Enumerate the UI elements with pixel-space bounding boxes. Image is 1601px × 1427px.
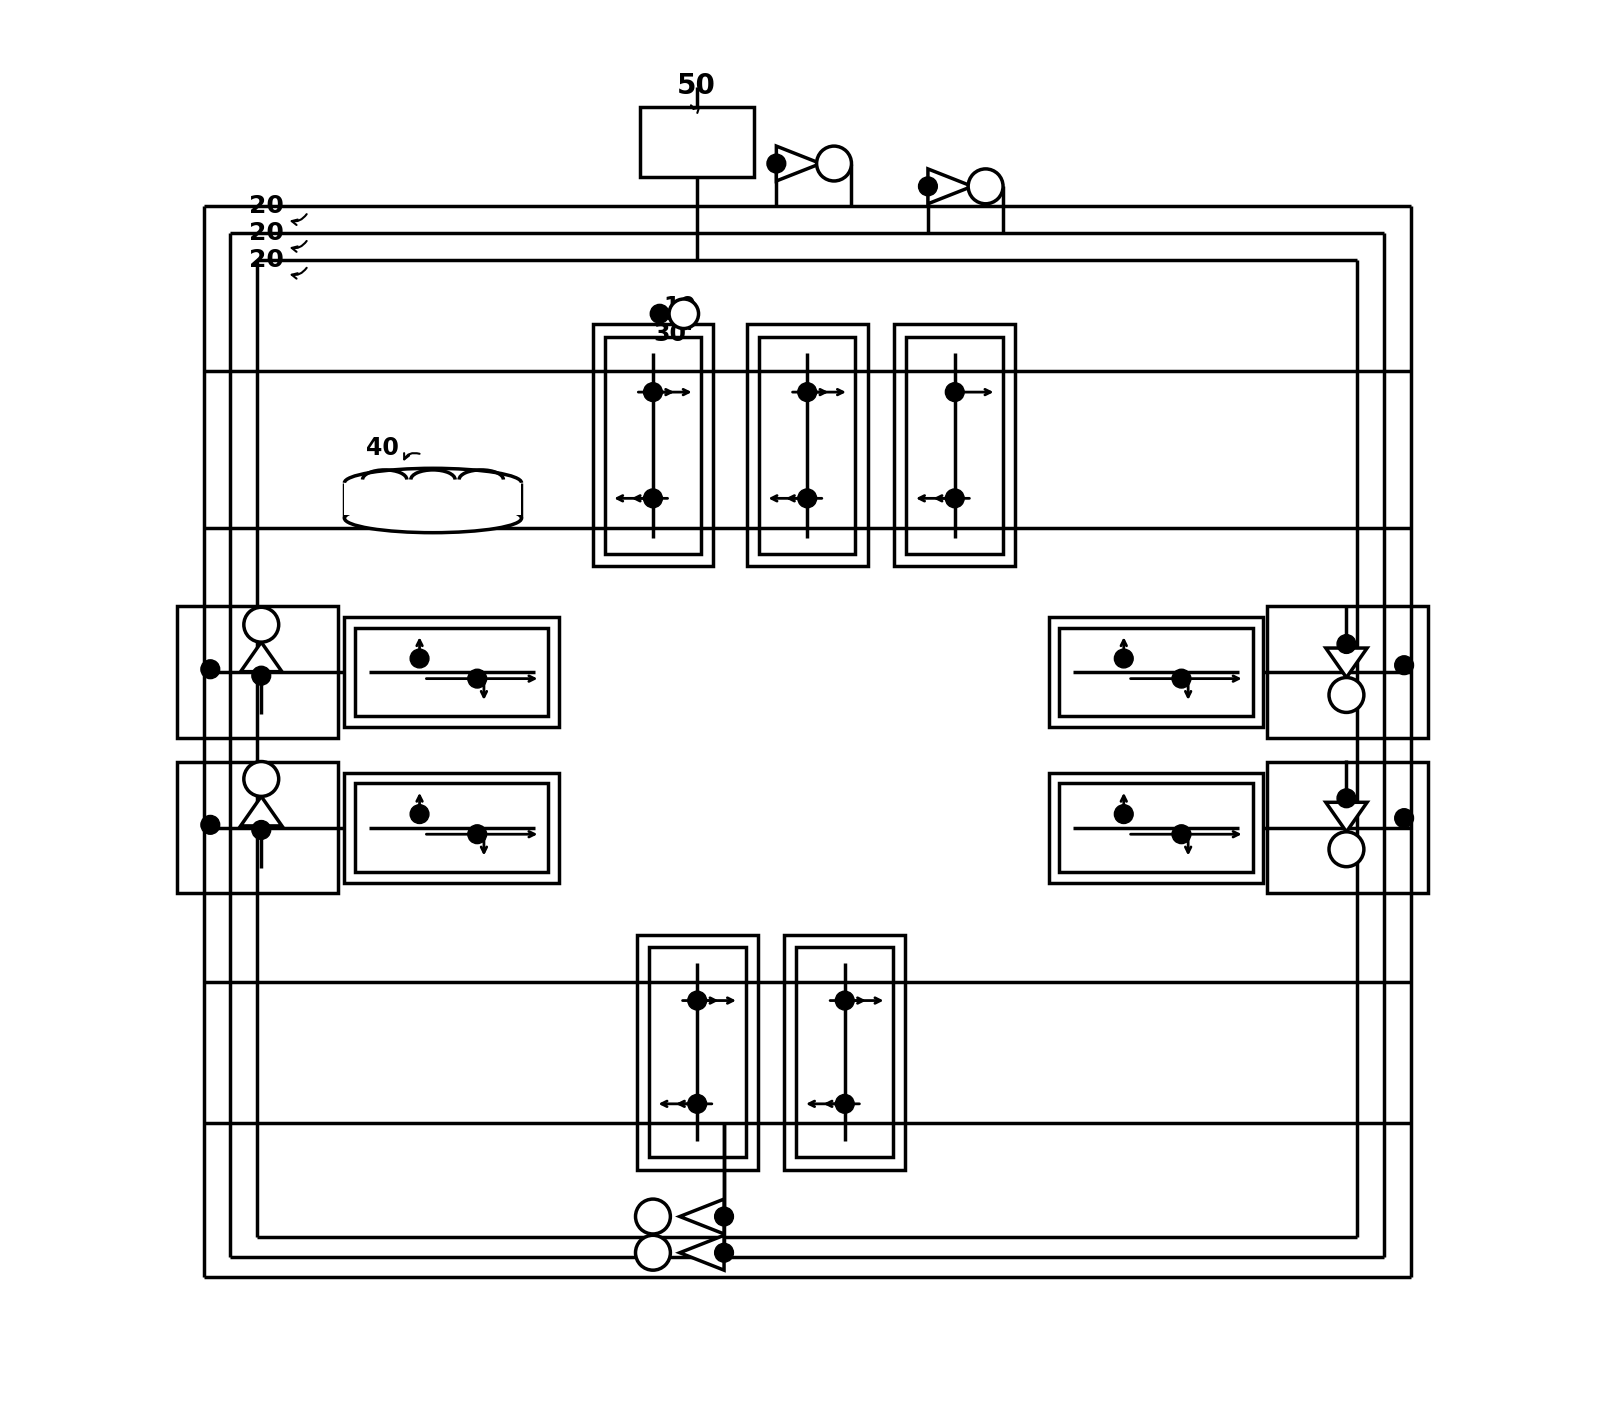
Circle shape xyxy=(1329,678,1364,712)
Circle shape xyxy=(1172,825,1191,843)
Circle shape xyxy=(410,805,429,823)
Circle shape xyxy=(644,382,663,401)
Circle shape xyxy=(467,669,487,688)
Bar xyxy=(759,337,855,554)
Polygon shape xyxy=(240,642,282,672)
Polygon shape xyxy=(240,796,282,826)
Bar xyxy=(1049,616,1263,726)
Polygon shape xyxy=(1326,648,1367,678)
Circle shape xyxy=(817,146,852,181)
Circle shape xyxy=(945,489,964,508)
Bar xyxy=(1060,628,1252,716)
Bar xyxy=(648,948,746,1157)
Bar xyxy=(906,337,1004,554)
Circle shape xyxy=(797,382,817,401)
Circle shape xyxy=(1337,789,1356,808)
Bar xyxy=(1049,772,1263,882)
Bar xyxy=(784,935,905,1170)
Bar xyxy=(355,628,548,716)
Text: 50: 50 xyxy=(677,71,716,100)
Circle shape xyxy=(644,489,663,508)
Bar xyxy=(895,324,1015,567)
Circle shape xyxy=(836,992,855,1010)
Polygon shape xyxy=(776,146,821,181)
Bar xyxy=(746,324,868,567)
Circle shape xyxy=(797,489,817,508)
Text: 30': 30' xyxy=(653,323,693,345)
Circle shape xyxy=(836,1095,855,1113)
Circle shape xyxy=(251,821,271,839)
Circle shape xyxy=(1114,805,1134,823)
Polygon shape xyxy=(1326,802,1367,832)
Circle shape xyxy=(200,815,219,835)
Bar xyxy=(637,935,757,1170)
Circle shape xyxy=(1337,635,1356,654)
Circle shape xyxy=(714,1207,733,1226)
Text: 10: 10 xyxy=(664,295,696,320)
Circle shape xyxy=(650,304,669,323)
Circle shape xyxy=(467,825,487,843)
Circle shape xyxy=(636,1199,671,1234)
Bar xyxy=(1060,783,1252,872)
Circle shape xyxy=(243,762,279,796)
Circle shape xyxy=(251,666,271,685)
Text: 20: 20 xyxy=(250,248,283,273)
Bar xyxy=(355,783,548,872)
Circle shape xyxy=(1114,649,1134,668)
Circle shape xyxy=(767,154,786,173)
Circle shape xyxy=(688,992,706,1010)
Bar xyxy=(344,772,559,882)
Bar xyxy=(796,948,893,1157)
Polygon shape xyxy=(929,168,972,204)
Text: 40: 40 xyxy=(365,435,399,459)
Circle shape xyxy=(636,1236,671,1270)
Circle shape xyxy=(1172,669,1191,688)
Circle shape xyxy=(969,168,1004,204)
Circle shape xyxy=(1329,832,1364,866)
Circle shape xyxy=(945,382,964,401)
Circle shape xyxy=(688,1095,706,1113)
Bar xyxy=(592,324,714,567)
Circle shape xyxy=(714,1243,733,1261)
Circle shape xyxy=(200,659,219,679)
Circle shape xyxy=(669,300,698,328)
Text: 20: 20 xyxy=(250,194,283,218)
Circle shape xyxy=(1394,656,1414,675)
Bar xyxy=(639,107,754,177)
Circle shape xyxy=(1394,809,1414,828)
Bar xyxy=(344,616,559,726)
Bar xyxy=(344,479,522,515)
Ellipse shape xyxy=(344,504,522,532)
Text: 20: 20 xyxy=(250,221,283,245)
Polygon shape xyxy=(680,1236,724,1270)
Bar xyxy=(176,762,338,893)
Circle shape xyxy=(410,649,429,668)
Bar xyxy=(1268,762,1428,893)
Circle shape xyxy=(243,608,279,642)
Circle shape xyxy=(919,177,937,195)
Bar xyxy=(1268,606,1428,738)
Polygon shape xyxy=(680,1199,724,1234)
Bar xyxy=(176,606,338,738)
Bar xyxy=(605,337,701,554)
